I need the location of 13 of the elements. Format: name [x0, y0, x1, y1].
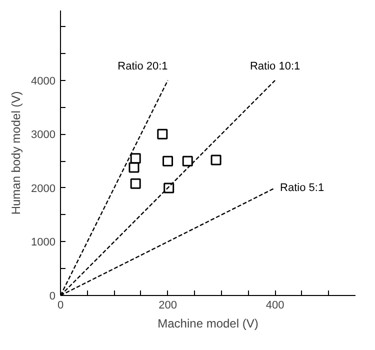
series-label: Ratio 20:1 [118, 60, 168, 72]
y-tick-label: 3000 [31, 129, 56, 142]
y-tick-label: 1000 [31, 236, 56, 249]
y-tick-label: 2000 [31, 182, 56, 195]
y-tick-label: 4000 [31, 75, 56, 88]
series-label: Ratio 5:1 [280, 182, 324, 194]
series-label: Ratio 10:1 [250, 60, 300, 72]
y-axis-title: Human body model (V) [9, 91, 24, 215]
y-tick-label: 0 [49, 290, 56, 302]
x-tick-label: 200 [158, 300, 177, 312]
x-axis-title: Machine model (V) [158, 316, 258, 330]
x-tick-label: 0 [57, 300, 64, 312]
x-tick-label: 400 [266, 300, 284, 312]
